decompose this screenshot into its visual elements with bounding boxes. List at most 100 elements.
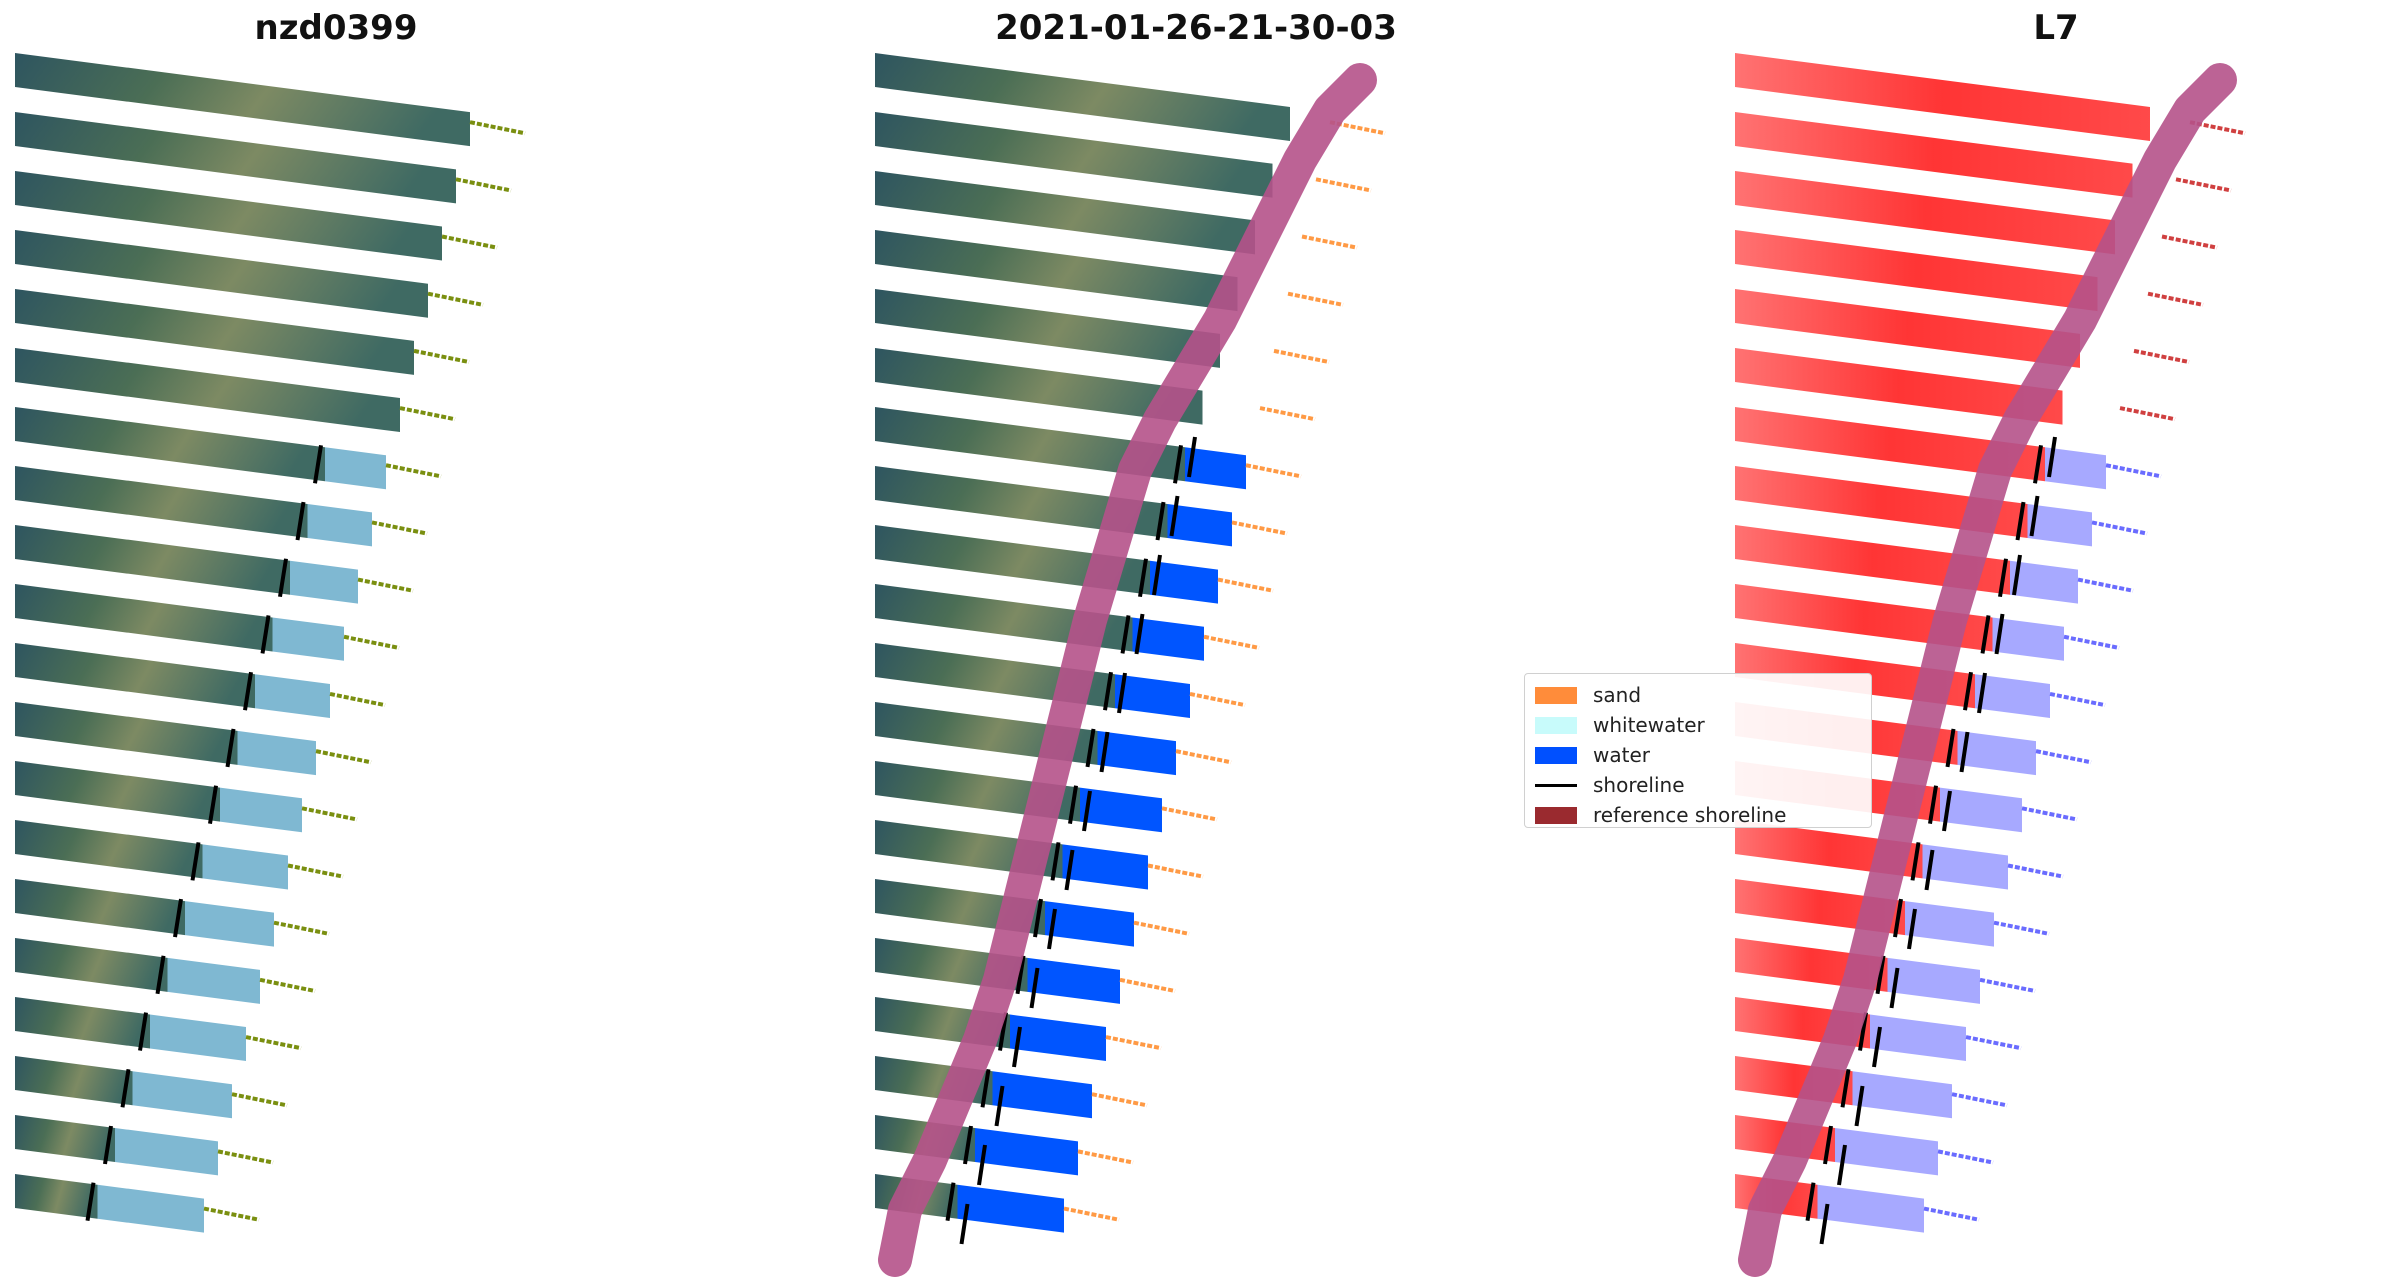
land-stripe	[875, 348, 1203, 425]
shoreline-segment	[278, 558, 288, 598]
shoreline-segment	[1134, 613, 1145, 655]
shoreline-segment	[1155, 501, 1166, 541]
offshore-tail	[259, 977, 316, 993]
shoreline-segment	[173, 898, 183, 938]
offshore-tail	[1119, 977, 1176, 993]
offshore-tail	[1979, 977, 2036, 993]
offshore-tail	[441, 234, 498, 250]
shoreline-segment	[1819, 1203, 1830, 1245]
offshore-tail	[1993, 920, 2050, 936]
shoreline-segment	[1907, 908, 1917, 950]
land-stripe	[15, 584, 273, 652]
shoreline-segment	[1103, 671, 1113, 711]
shoreline-segment	[1823, 1125, 1833, 1165]
shoreline-segment	[963, 1125, 973, 1165]
shoreline-segment	[313, 444, 323, 484]
shoreline-segment	[1893, 898, 1903, 938]
sea-stripe	[1080, 787, 1162, 833]
legend-label: sand	[1593, 683, 1642, 707]
legend-label: shoreline	[1593, 773, 1685, 797]
offshore-tail	[1203, 634, 1260, 650]
land-stripe	[15, 407, 325, 482]
legend-item-reference-shoreline: reference shoreline	[1535, 800, 1861, 830]
offshore-tail	[245, 1035, 302, 1051]
shoreline-segment	[1015, 955, 1026, 995]
offshore-tail	[1077, 1149, 1134, 1165]
shoreline-segment	[1169, 495, 1180, 537]
land-stripe	[875, 584, 1133, 652]
reference-shoreline-band	[878, 63, 1377, 1277]
sea-stripe	[237, 730, 316, 776]
sea-stripe	[1992, 617, 2064, 661]
legend-swatch-whitewater	[1535, 716, 1577, 734]
shoreline-segment	[998, 1012, 1008, 1051]
offshore-tail	[427, 291, 484, 307]
sea-stripe	[97, 1184, 204, 1233]
offshore-tail	[329, 691, 386, 708]
shoreline-segment	[945, 1182, 956, 1222]
offshore-tail	[217, 1149, 274, 1165]
offshore-tail	[301, 806, 358, 822]
sea-stripe	[150, 1014, 246, 1062]
shoreline-segment	[190, 842, 201, 881]
shoreline-segment	[1977, 672, 1987, 714]
offshore-tail	[2161, 234, 2218, 250]
offshore-tail	[455, 177, 512, 193]
shoreline-segment	[208, 785, 218, 824]
shoreline-segment	[1840, 1068, 1851, 1108]
shoreline-segment	[1994, 613, 2005, 655]
shoreline-segment	[1173, 444, 1183, 484]
shoreline-segment	[1998, 558, 2008, 598]
shoreline-segment	[1050, 842, 1061, 881]
land-stripe	[15, 1174, 98, 1219]
legend-item-sand: sand	[1535, 680, 1861, 710]
offshore-tail	[2021, 806, 2078, 822]
land-stripe	[15, 53, 470, 147]
offshore-tail	[1217, 577, 1274, 593]
offshore-tail	[2007, 863, 2064, 879]
offshore-tail	[1273, 348, 1330, 364]
land-stripe	[875, 525, 1150, 595]
offshore-tail	[2133, 348, 2190, 364]
land-stripe	[1735, 525, 2010, 595]
sea-stripe	[2010, 560, 2078, 604]
sea-stripe	[2027, 504, 2092, 547]
sea-stripe	[255, 674, 330, 718]
sea-stripe	[290, 560, 358, 604]
land-stripe	[875, 53, 1290, 141]
sea-stripe	[1835, 1128, 1938, 1176]
panel-title-classified: 2021-01-26-21-30-03	[995, 8, 1397, 48]
shoreline-segment	[103, 1125, 113, 1165]
sea-stripe	[1062, 844, 1148, 890]
shoreline-segment	[1012, 1026, 1022, 1068]
shoreline-segment	[1047, 908, 1057, 950]
offshore-tail	[1189, 691, 1246, 708]
offshore-tail	[399, 406, 456, 422]
shoreline-segment	[1033, 898, 1043, 938]
sea-stripe	[1870, 1014, 1966, 1062]
land-stripe	[1735, 53, 2150, 141]
sea-stripe	[1817, 1184, 1924, 1233]
shoreline-segment	[1117, 672, 1127, 714]
sea-stripe	[115, 1128, 218, 1176]
sea-stripe	[202, 844, 288, 890]
sea-stripe	[1167, 504, 1232, 547]
shoreline-segment	[1138, 558, 1148, 598]
offshore-tail	[2175, 177, 2232, 193]
shoreline-segment	[1945, 728, 1956, 768]
sea-stripe	[167, 957, 260, 1004]
sea-stripe	[220, 787, 302, 833]
panel-classified-image	[875, 53, 1386, 1277]
shoreline-segment	[1889, 967, 1900, 1009]
land-stripe	[15, 466, 308, 539]
offshore-tail	[1147, 863, 1204, 879]
shoreline-segment	[2033, 444, 2043, 484]
offshore-tail	[1063, 1206, 1120, 1222]
legend-item-water: water	[1535, 740, 1861, 770]
sea-stripe	[1010, 1014, 1106, 1062]
land-stripe	[875, 289, 1220, 368]
offshore-tail	[371, 520, 428, 536]
shoreline-segment	[1805, 1182, 1816, 1222]
panel-title-rgb: nzd0399	[254, 8, 418, 48]
sea-stripe	[992, 1071, 1092, 1119]
